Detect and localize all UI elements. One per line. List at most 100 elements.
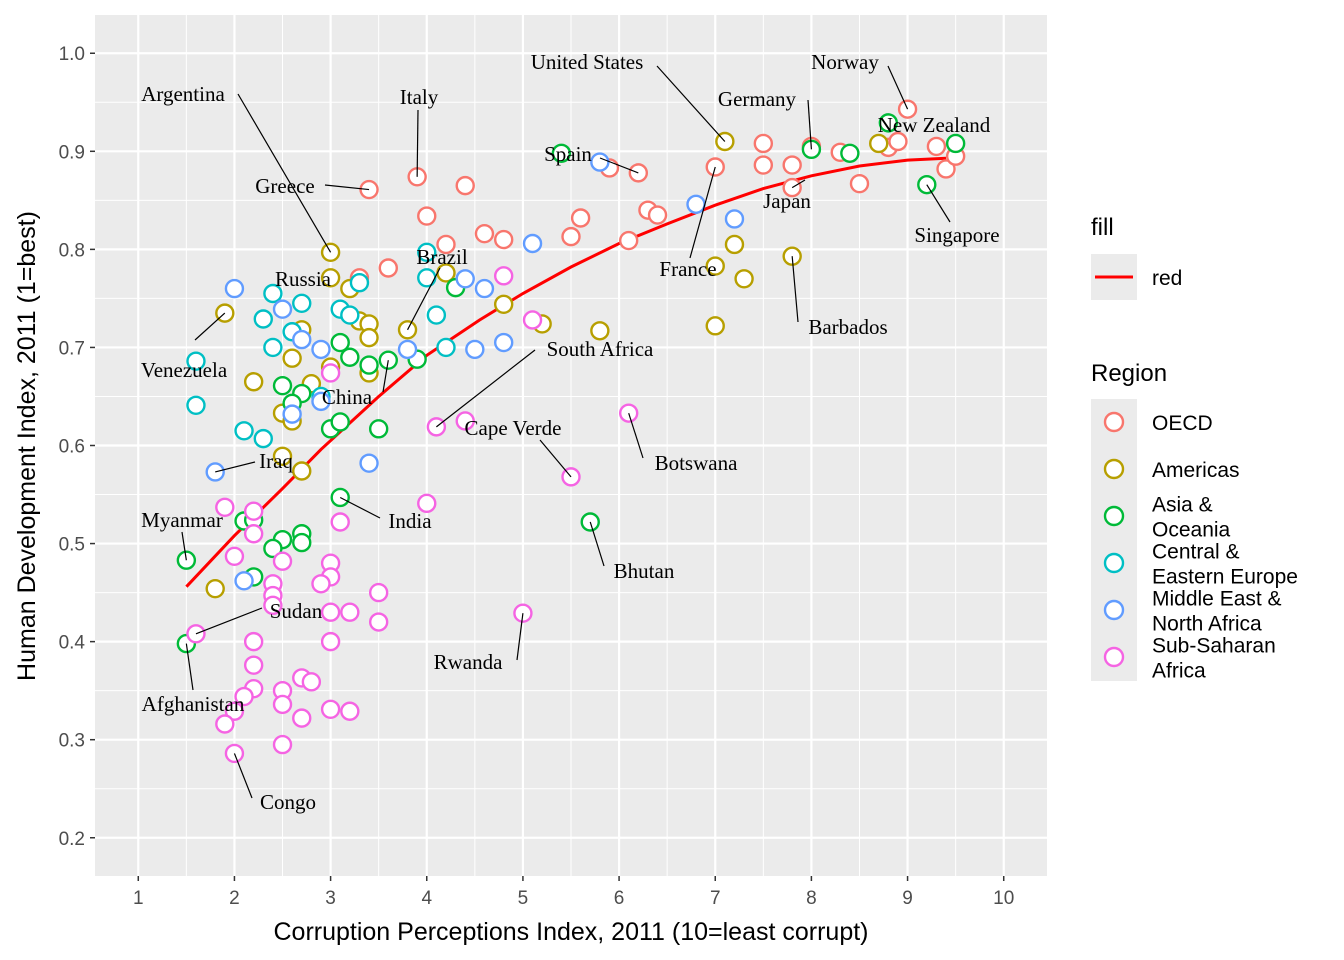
legend-label: Africa [1152, 660, 1206, 683]
data-point [724, 209, 745, 229]
data-point [561, 226, 581, 247]
data-point [417, 242, 437, 263]
data-point [888, 131, 908, 152]
label-leader-line [237, 93, 332, 253]
data-point [570, 208, 591, 228]
x-axis-title: Corruption Perceptions Index, 2011 (10=l… [273, 918, 868, 946]
x-tick-label: 3 [325, 888, 336, 909]
data-point [436, 234, 456, 255]
country-label: Bhutan [614, 559, 675, 583]
data-point [272, 694, 293, 715]
data-point [455, 411, 475, 431]
x-tick-label: 5 [518, 888, 529, 909]
trend-line [185, 156, 947, 588]
data-point [186, 351, 206, 371]
data-point [330, 332, 350, 353]
country-label: China [322, 385, 373, 409]
country-label: Botswana [655, 451, 739, 475]
data-point [340, 602, 360, 622]
label-leader-line [791, 179, 806, 189]
country-label: Congo [260, 790, 316, 814]
data-point [311, 574, 331, 594]
label-leader-line [406, 267, 441, 331]
label-leader-line [436, 349, 536, 428]
data-point [782, 155, 802, 175]
data-point [753, 133, 774, 154]
data-point [878, 113, 899, 133]
data-point [368, 612, 389, 632]
data-point [243, 501, 264, 521]
data-point [869, 133, 889, 154]
country-label: Japan [763, 189, 811, 213]
data-point [234, 571, 254, 591]
data-point [522, 233, 543, 254]
country-labels: Argentina Italy United States Norway Germany… [141, 50, 1000, 814]
country-label: Greece [255, 174, 314, 198]
legend-label: Central & [1152, 541, 1240, 564]
label-leader-line [185, 643, 194, 691]
fill-legend-label: red [1152, 267, 1182, 290]
data-point [215, 497, 235, 517]
country-label: South Africa [547, 337, 654, 361]
country-label: Brazil [416, 245, 467, 269]
legend-key-point [1103, 458, 1125, 480]
country-label: Venezuela [141, 358, 228, 382]
data-point [224, 546, 245, 567]
data-point [349, 273, 370, 293]
label-leader-line [194, 312, 226, 341]
data-point [272, 299, 293, 319]
data-point [243, 524, 264, 544]
label-leader-line [656, 65, 726, 142]
data-point [320, 363, 341, 383]
data-point [272, 734, 293, 755]
data-point [705, 256, 725, 276]
country-label: Italy [400, 85, 439, 109]
axes: 1 2 3 4 5 6 7 8 9 10 0.2 0.3 0.4 0.5 0.6 0.7 0.8 0.9 1.0 [59, 44, 1015, 909]
data-point [686, 194, 706, 214]
data-point [234, 421, 254, 441]
country-label: Russia [275, 267, 332, 291]
country-label: Rwanda [434, 650, 503, 674]
data-point [301, 672, 322, 692]
x-tick-label: 2 [229, 888, 240, 909]
data-point [397, 339, 418, 360]
data-point [320, 602, 341, 622]
data-point [292, 708, 312, 728]
country-label: Singapore [914, 223, 999, 247]
data-point [436, 337, 456, 358]
label-leader-line [516, 613, 524, 661]
data-point [292, 532, 312, 553]
data-point [493, 332, 514, 353]
data-point [359, 327, 379, 348]
data-point [253, 428, 273, 449]
data-point [282, 348, 302, 368]
y-tick-label: 0.8 [59, 240, 85, 261]
data-point [320, 699, 341, 719]
label-leader-line [382, 360, 389, 393]
data-point [465, 339, 485, 360]
x-tick-label: 10 [993, 888, 1014, 909]
data-point [215, 714, 235, 734]
data-point [474, 223, 495, 244]
legend-label: Middle East & [1152, 588, 1282, 611]
data-point [263, 595, 283, 616]
y-tick-label: 0.7 [59, 338, 85, 359]
x-tick-label: 7 [710, 888, 721, 909]
legend-key-point [1103, 552, 1125, 574]
data-point [590, 321, 610, 341]
legend-key-point [1103, 505, 1125, 527]
data-point [224, 278, 245, 299]
data-point [590, 152, 610, 172]
data-point [243, 631, 264, 652]
data-point [840, 143, 860, 163]
x-tick-label: 1 [133, 888, 144, 909]
legend-label: Asia & [1152, 494, 1213, 517]
country-label: Norway [811, 50, 879, 74]
country-label: Myanmar [141, 508, 223, 532]
data-point [753, 155, 774, 175]
label-leader-line [195, 607, 263, 635]
data-point [417, 493, 437, 514]
data-point [263, 337, 283, 358]
data-point [340, 347, 360, 367]
data-point [368, 419, 389, 439]
